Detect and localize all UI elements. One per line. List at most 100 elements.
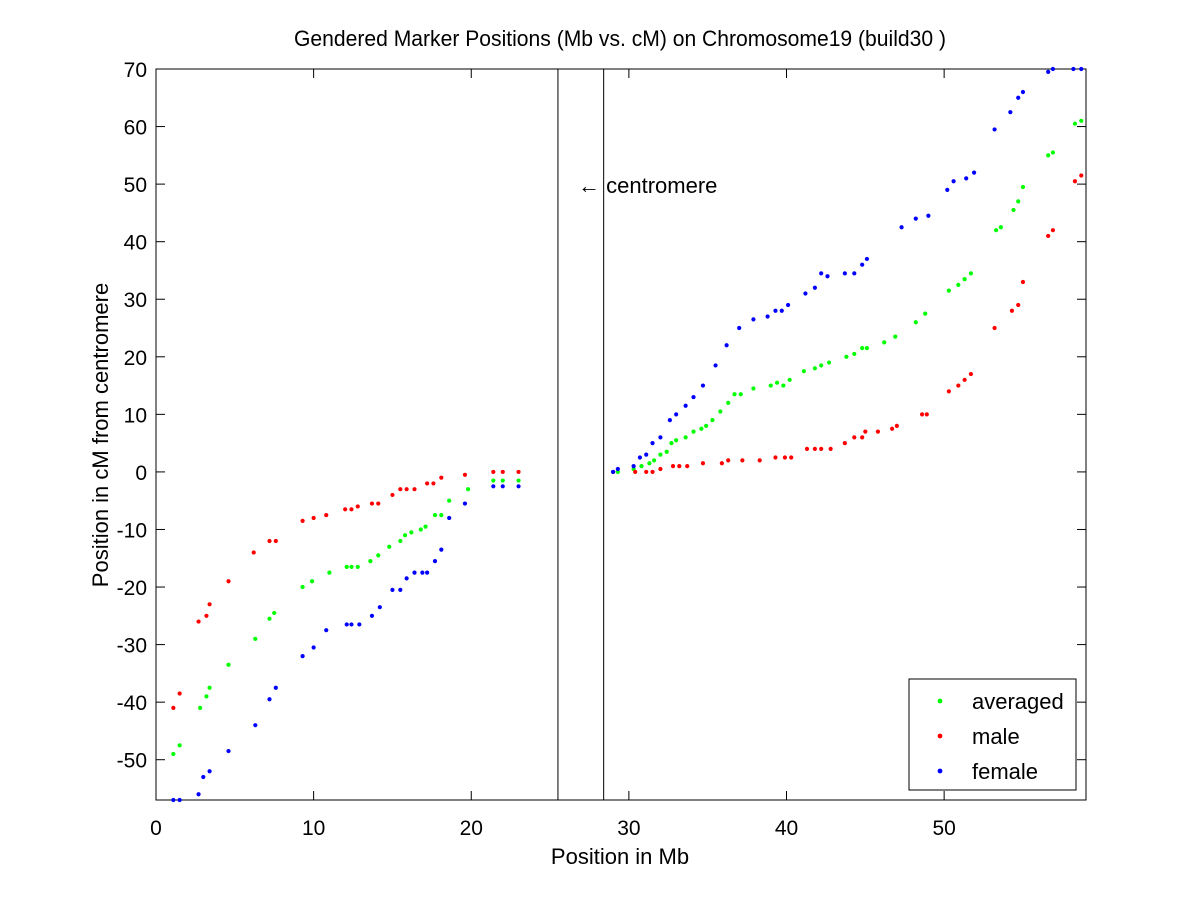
point-averaged bbox=[344, 564, 349, 569]
point-averaged bbox=[913, 320, 918, 325]
point-averaged bbox=[355, 564, 360, 569]
point-female bbox=[432, 559, 438, 564]
point-female bbox=[412, 570, 417, 575]
point-female bbox=[349, 622, 354, 627]
point-averaged bbox=[1016, 199, 1021, 204]
point-averaged bbox=[956, 282, 961, 287]
y-tick-label: -20 bbox=[117, 577, 147, 600]
point-averaged bbox=[267, 616, 272, 621]
point-female bbox=[674, 412, 679, 417]
point-female bbox=[812, 285, 817, 290]
point-female bbox=[196, 792, 201, 797]
point-female bbox=[1008, 110, 1013, 115]
point-male bbox=[251, 550, 256, 555]
point-male bbox=[773, 455, 778, 460]
point-female bbox=[992, 127, 997, 132]
x-axis-label: Position in Mb bbox=[551, 844, 689, 869]
point-averaged bbox=[819, 363, 824, 368]
point-male bbox=[516, 469, 521, 475]
point-female bbox=[945, 187, 950, 192]
legend-label-averaged: averaged bbox=[972, 689, 1064, 714]
point-female bbox=[803, 291, 808, 296]
point-averaged bbox=[376, 553, 381, 558]
point-male bbox=[875, 429, 881, 434]
point-averaged bbox=[962, 276, 967, 282]
point-averaged bbox=[860, 346, 865, 351]
point-averaged bbox=[669, 441, 674, 446]
point-averaged bbox=[787, 377, 792, 382]
point-male bbox=[398, 487, 403, 492]
point-female bbox=[201, 774, 206, 780]
point-female bbox=[611, 469, 616, 475]
point-male bbox=[700, 461, 706, 466]
plot-area: 0 10 20 30 40 50 -50 -40 -30 -20 -10 0 10 20 30 40 50 60… bbox=[117, 59, 1087, 840]
point-averaged bbox=[801, 369, 806, 374]
point-male bbox=[644, 469, 649, 475]
point-female bbox=[398, 587, 403, 593]
y-tick-label: -40 bbox=[117, 692, 147, 715]
point-male bbox=[658, 466, 663, 472]
point-averaged bbox=[207, 685, 212, 690]
legend-box bbox=[908, 678, 1077, 791]
point-male bbox=[204, 613, 209, 618]
point-female bbox=[926, 213, 931, 218]
x-axis-ticks: 0 10 20 30 40 50 bbox=[150, 69, 956, 840]
point-female bbox=[637, 455, 643, 460]
point-averaged bbox=[732, 392, 737, 397]
point-averaged bbox=[418, 527, 423, 532]
point-averaged bbox=[968, 271, 974, 276]
point-male bbox=[273, 538, 278, 544]
point-male bbox=[196, 619, 201, 624]
point-male bbox=[819, 446, 824, 451]
point-female bbox=[447, 515, 452, 521]
point-male bbox=[962, 377, 967, 382]
point-male bbox=[860, 435, 865, 440]
point-averaged bbox=[398, 538, 403, 544]
point-female bbox=[864, 256, 869, 262]
point-male bbox=[324, 512, 329, 518]
point-averaged bbox=[1020, 184, 1026, 190]
y-tick-label: -30 bbox=[117, 635, 147, 658]
point-female bbox=[650, 441, 655, 446]
point-male bbox=[1009, 308, 1015, 313]
point-averaged bbox=[647, 461, 652, 466]
point-averaged bbox=[500, 478, 505, 483]
point-female bbox=[420, 570, 425, 575]
point-female bbox=[724, 343, 729, 348]
y-tick-label: 60 bbox=[124, 117, 147, 140]
y-tick-label: 0 bbox=[135, 462, 147, 485]
point-female bbox=[344, 622, 349, 627]
point-averaged bbox=[751, 386, 756, 391]
point-male bbox=[924, 412, 929, 417]
point-averaged bbox=[1046, 153, 1051, 158]
point-female bbox=[737, 325, 742, 331]
point-averaged bbox=[781, 383, 786, 388]
x-tick-label: 10 bbox=[302, 817, 325, 840]
legend-marker-male bbox=[937, 733, 943, 739]
point-averaged bbox=[432, 512, 438, 518]
point-female bbox=[964, 176, 969, 181]
legend-marker-averaged bbox=[937, 698, 943, 704]
point-averaged bbox=[718, 409, 723, 414]
point-male bbox=[390, 492, 395, 498]
point-averaged bbox=[1011, 207, 1016, 213]
point-male bbox=[757, 458, 762, 463]
point-male bbox=[177, 691, 182, 696]
point-averaged bbox=[691, 429, 696, 434]
point-female bbox=[951, 179, 956, 184]
chart-title: Gendered Marker Positions (Mb vs. cM) on… bbox=[294, 26, 946, 51]
point-averaged bbox=[423, 524, 428, 529]
point-female bbox=[1079, 66, 1084, 72]
point-averaged bbox=[1079, 118, 1084, 123]
y-tick-label: -10 bbox=[117, 519, 147, 542]
y-tick-label: 20 bbox=[124, 347, 147, 370]
point-female bbox=[1020, 89, 1026, 95]
point-averaged bbox=[1050, 150, 1055, 155]
x-tick-label: 0 bbox=[150, 817, 162, 840]
point-averaged bbox=[864, 346, 869, 351]
point-female bbox=[658, 435, 663, 440]
point-male bbox=[719, 461, 724, 466]
legend: averaged male female bbox=[908, 678, 1077, 791]
x-tick-label: 40 bbox=[775, 817, 798, 840]
